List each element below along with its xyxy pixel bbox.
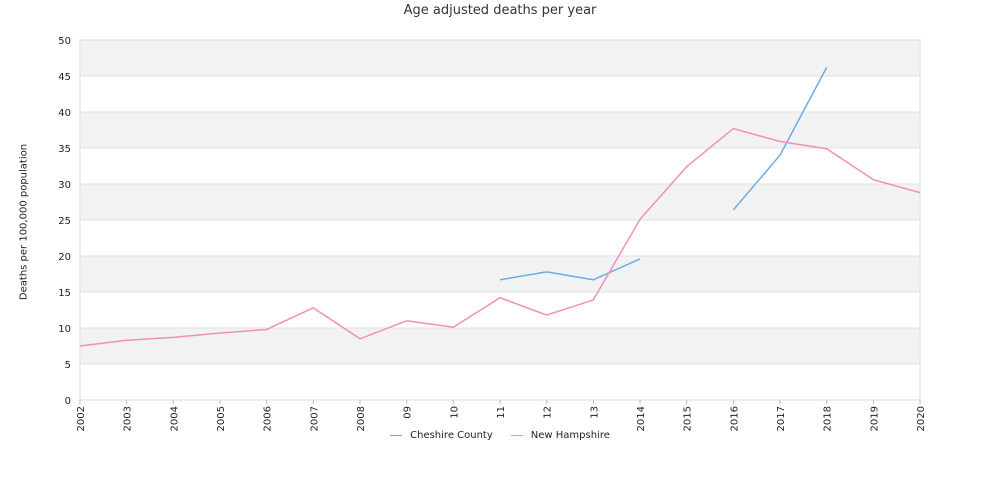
legend-item-cheshire[interactable]: Cheshire County [390, 430, 493, 441]
x-tick-label: 2006 [263, 406, 274, 431]
x-tick-label: 2016 [729, 406, 740, 431]
grid-band [80, 40, 920, 76]
x-tick-label: 2008 [356, 406, 367, 431]
legend: Cheshire County New Hampshire [0, 430, 1000, 441]
grid-band [80, 364, 920, 400]
y-tick-label: 50 [58, 36, 71, 47]
x-tick-label: 09 [403, 406, 414, 419]
grid-band [80, 220, 920, 256]
y-tick-label: 35 [58, 144, 71, 155]
x-tick-label: 2003 [123, 406, 134, 431]
legend-item-new-hampshire[interactable]: New Hampshire [510, 430, 610, 441]
x-tick-label: 2018 [823, 406, 834, 431]
y-tick-label: 10 [58, 324, 71, 335]
x-tick-label: 2014 [636, 406, 647, 431]
x-tick-label: 2019 [869, 406, 880, 431]
grid-band [80, 256, 920, 292]
legend-label-cheshire: Cheshire County [410, 430, 493, 441]
y-axis-ticks: 0 5 10 15 20 25 30 35 40 45 50 [58, 36, 71, 407]
y-tick-label: 15 [58, 288, 71, 299]
y-tick-label: 0 [65, 396, 71, 407]
grid-band [80, 328, 920, 364]
y-tick-label: 25 [58, 216, 71, 227]
series-lines [79, 67, 921, 347]
x-axis-ticks: 2002 2003 2004 2005 2006 2007 2008 09 10 11 12 13 20… [76, 400, 927, 431]
x-tick-label: 12 [543, 406, 554, 419]
y-tick-label: 40 [58, 108, 71, 119]
series-line-1 [79, 127, 921, 347]
x-tick-label: 13 [589, 406, 600, 419]
grid-bands [79, 39, 921, 401]
legend-label-new-hampshire: New Hampshire [530, 430, 610, 441]
grid-band [80, 76, 920, 112]
grid-band [80, 148, 920, 184]
x-tick-label: 2004 [169, 406, 180, 431]
legend-swatch-cheshire [390, 435, 403, 436]
x-tick-label: 2017 [776, 406, 787, 431]
x-tick-label: 10 [449, 406, 460, 419]
y-tick-label: 5 [65, 360, 71, 371]
series-line-0 [499, 67, 828, 281]
x-tick-label: 2005 [216, 406, 227, 431]
y-tick-label: 20 [58, 252, 71, 263]
x-tick-label: 2007 [309, 406, 320, 431]
x-tick-label: 2020 [916, 406, 927, 431]
y-tick-label: 45 [58, 72, 71, 83]
grid-band [80, 184, 920, 220]
x-tick-label: 11 [496, 406, 507, 419]
x-tick-label: 2002 [76, 406, 87, 431]
chart-title: Age adjusted deaths per year [403, 3, 597, 18]
x-tick-label: 2015 [683, 406, 694, 431]
y-tick-label: 30 [58, 180, 71, 191]
legend-swatch-new-hampshire [510, 435, 523, 436]
